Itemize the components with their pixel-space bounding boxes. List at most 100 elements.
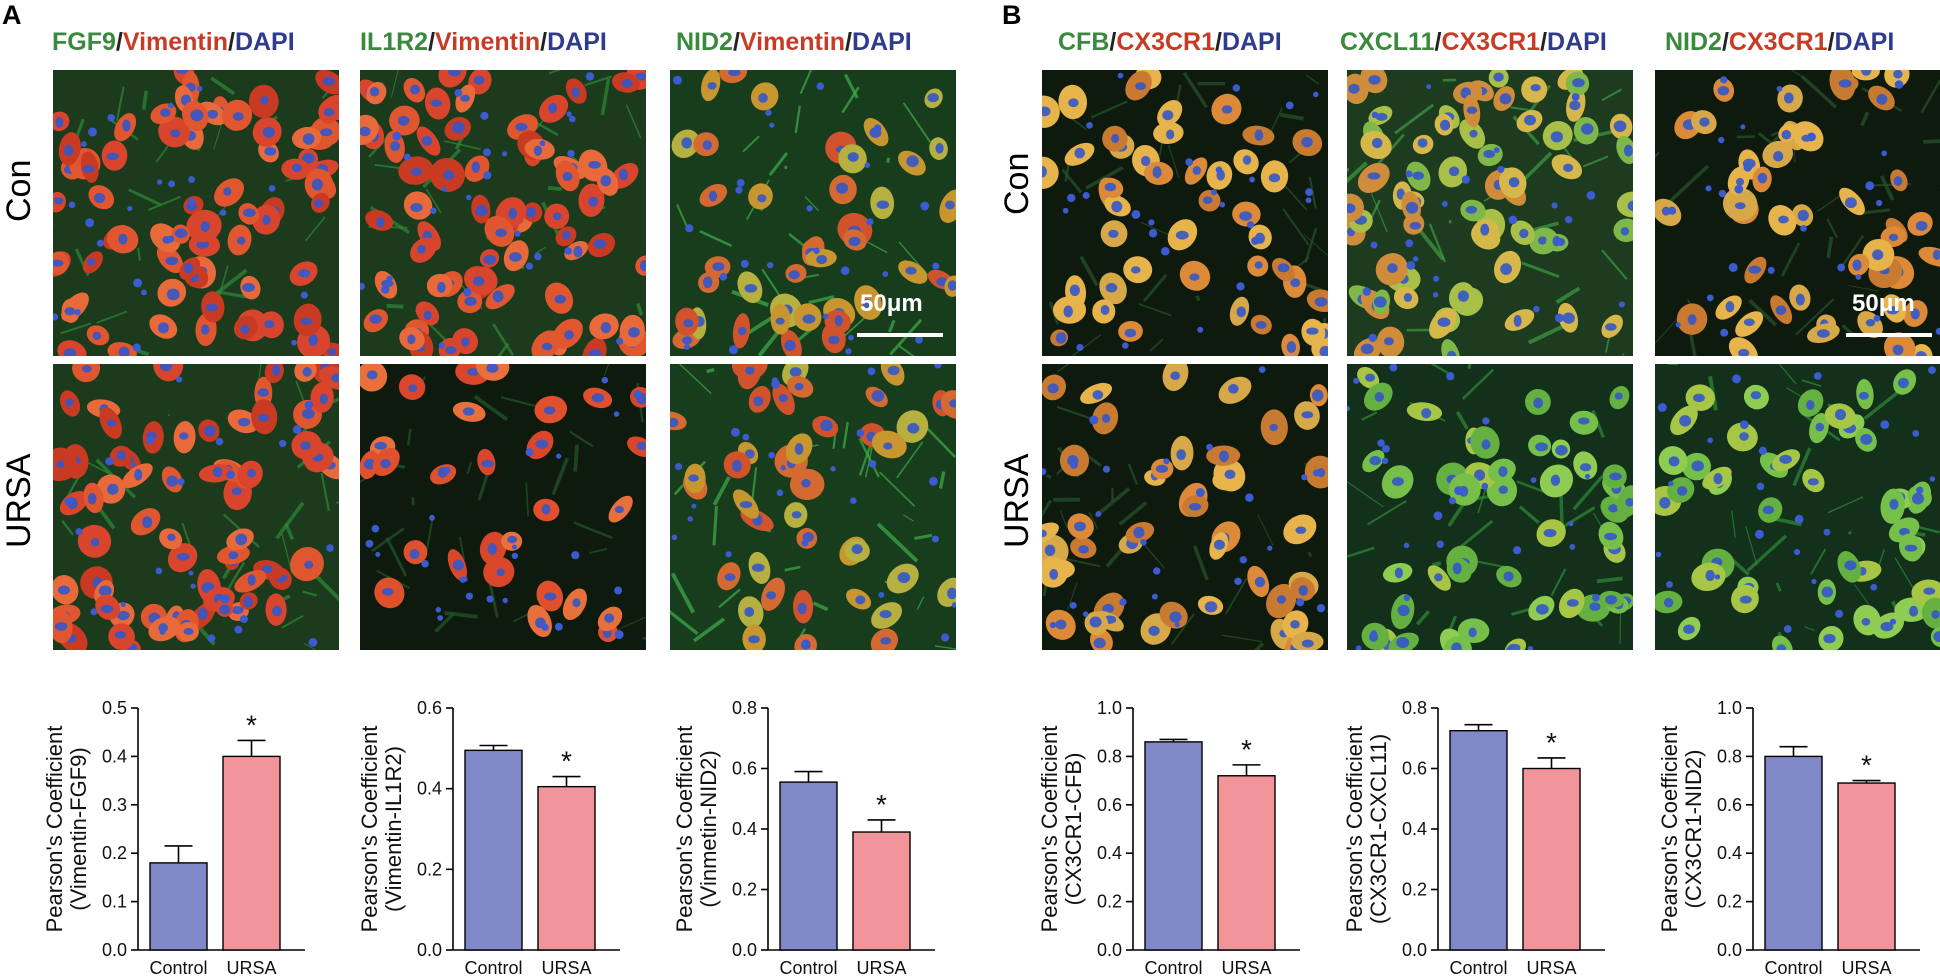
y-axis-title-line2: (CX3CR1-CXCL11) <box>1366 734 1391 924</box>
y-axis-title-line2: (CX3CR1-NID2) <box>1681 750 1706 909</box>
x-tick-label: URSA <box>541 958 591 978</box>
bar-ursa <box>1522 767 1581 951</box>
micrograph-a-il1r2-con <box>360 70 646 356</box>
row-label-con-a: Con <box>0 159 38 222</box>
y-tick-label: 0.0 <box>1097 940 1122 960</box>
y-axis-title-line1: Pearson's Coefficient <box>1037 726 1062 933</box>
title-part: CX3CR1 <box>1116 28 1215 56</box>
x-tick-label: Control <box>464 958 522 978</box>
title-a2: IL1R2/Vimentin/DAPI <box>360 28 607 57</box>
bar-control <box>1764 755 1823 951</box>
bar-chart-svg: Pearson's Coefficient (Vimentin-FGF9) 0.0 0… <box>42 698 305 978</box>
y-tick-label: 0.4 <box>1402 819 1427 839</box>
title-part: / <box>1434 28 1442 56</box>
y-tick-label: 0.6 <box>1402 759 1427 779</box>
y-axis-title-line1: Pearson's Coefficient <box>672 726 697 933</box>
significance-marker: * <box>1861 750 1872 781</box>
micrograph-a-il1r2-ursa <box>360 364 646 650</box>
title-part: FGF9 <box>52 28 116 56</box>
title-part: Vimentin <box>739 28 846 56</box>
x-tick-label: URSA <box>226 958 276 978</box>
x-tick-label: Control <box>1144 958 1202 978</box>
bar-ursa <box>537 785 596 951</box>
title-a1: FGF9/Vimentin/DAPI <box>52 28 295 57</box>
scale-bar-a <box>857 333 943 337</box>
significance-marker: * <box>561 746 572 777</box>
title-part: DAPI <box>1547 28 1607 56</box>
micrograph-texture <box>1042 364 1328 650</box>
micrograph-b-cxcl11-ursa <box>1347 364 1633 650</box>
panel-letter-a: A <box>2 0 22 30</box>
micrograph-texture <box>360 364 646 650</box>
title-part: / <box>1109 28 1117 56</box>
significance-marker: * <box>1546 727 1557 758</box>
y-axis-title-line1: Pearson's Coefficient <box>1657 726 1682 933</box>
y-tick-label: 0.5 <box>102 698 127 718</box>
y-tick-label: 1.0 <box>1717 698 1742 718</box>
title-a3: NID2/Vimentin/DAPI <box>676 28 912 57</box>
x-tick-label: Control <box>1449 958 1507 978</box>
x-tick-label: URSA <box>1221 958 1271 978</box>
panel-letter-b: B <box>1002 0 1022 30</box>
title-part: NID2 <box>676 28 733 56</box>
title-part: DAPI <box>852 28 912 56</box>
title-part: CX3CR1 <box>1441 28 1541 56</box>
x-tick-label: URSA <box>856 958 906 978</box>
y-axis-title-line1: Pearson's Coefficient <box>42 726 67 933</box>
y-tick-label: 0.2 <box>732 880 757 900</box>
row-label-ursa-b: URSA <box>998 453 1036 548</box>
chart-vimentin-il1r2: Pearson's Coefficient (Vimentin-IL1R2) 0.0… <box>355 690 635 980</box>
y-tick-label: 0.4 <box>417 779 442 799</box>
micrograph-texture <box>1347 364 1633 650</box>
bar-control <box>149 862 208 951</box>
y-tick-label: 0.6 <box>1717 795 1742 815</box>
y-axis-title-line2: (CX3CR1-CFB) <box>1061 753 1086 906</box>
y-tick-label: 0.1 <box>102 892 127 912</box>
micrograph-texture <box>1655 70 1940 356</box>
y-tick-label: 0.2 <box>1097 892 1122 912</box>
y-tick-label: 0.0 <box>1717 940 1742 960</box>
micrograph-b-cfb-con <box>1042 70 1328 356</box>
title-part: NID2 <box>1665 28 1722 56</box>
chart-vimentin-fgf9: Pearson's Coefficient (Vimentin-FGF9) 0.0 0… <box>40 690 320 980</box>
title-part: CFB <box>1058 28 1110 56</box>
y-tick-label: 0.8 <box>1717 746 1742 766</box>
title-part: DAPI <box>547 28 607 56</box>
bar-ursa <box>852 831 911 951</box>
micrograph-texture <box>670 364 956 650</box>
title-part: IL1R2 <box>360 28 429 56</box>
x-tick-label: Control <box>149 958 207 978</box>
bar-ursa <box>222 755 281 951</box>
y-tick-label: 0.2 <box>102 843 127 863</box>
title-part: / <box>227 28 235 56</box>
title-part: CXCL11 <box>1340 28 1435 56</box>
y-axis-title-line2: (Vimentin-FGF9) <box>66 747 91 910</box>
title-part: / <box>1721 28 1729 56</box>
title-part: DAPI <box>1834 28 1895 56</box>
scale-bar-label-b: 50μm <box>1852 290 1915 317</box>
title-part: Vimentin <box>122 28 228 56</box>
chart-cx3cr1-cfb: Pearson's Coefficient (CX3CR1-CFB) 0.0 0.2 0… <box>1035 690 1315 980</box>
title-b2: CXCL11/CX3CR1/DAPI <box>1340 28 1607 57</box>
micrograph-b-cxcl11-con <box>1347 70 1633 356</box>
micrograph-a-nid2-ursa <box>670 364 956 650</box>
y-tick-label: 0.2 <box>1717 892 1742 912</box>
bar-control <box>1144 741 1203 951</box>
bar-chart-svg: Pearson's Coefficient (CX3CR1-CFB) 0.0 0.2 0… <box>1037 698 1300 978</box>
micrograph-b-cfb-ursa <box>1042 364 1328 650</box>
x-tick-label: Control <box>779 958 837 978</box>
title-part: / <box>732 28 740 56</box>
significance-marker: * <box>1241 734 1252 765</box>
x-tick-label: Control <box>1764 958 1822 978</box>
title-part: Vimentin <box>435 28 541 56</box>
scale-bar-label-a: 50μm <box>860 290 923 317</box>
title-part: CX3CR1 <box>1728 28 1828 56</box>
bar-chart-svg: Pearson's Coefficient (CX3CR1-NID2) 0.0 0.2… <box>1657 698 1920 978</box>
bar-ursa <box>1837 782 1896 951</box>
x-tick-label: URSA <box>1841 958 1891 978</box>
chart-vinmetin-nid2: Pearson's Coefficient (Vinmetin-NID2) 0.0 0… <box>670 690 950 980</box>
title-part: / <box>1540 28 1548 56</box>
micrograph-texture <box>53 364 339 650</box>
micrograph-a-nid2-con <box>670 70 956 356</box>
y-tick-label: 0.6 <box>1097 795 1122 815</box>
